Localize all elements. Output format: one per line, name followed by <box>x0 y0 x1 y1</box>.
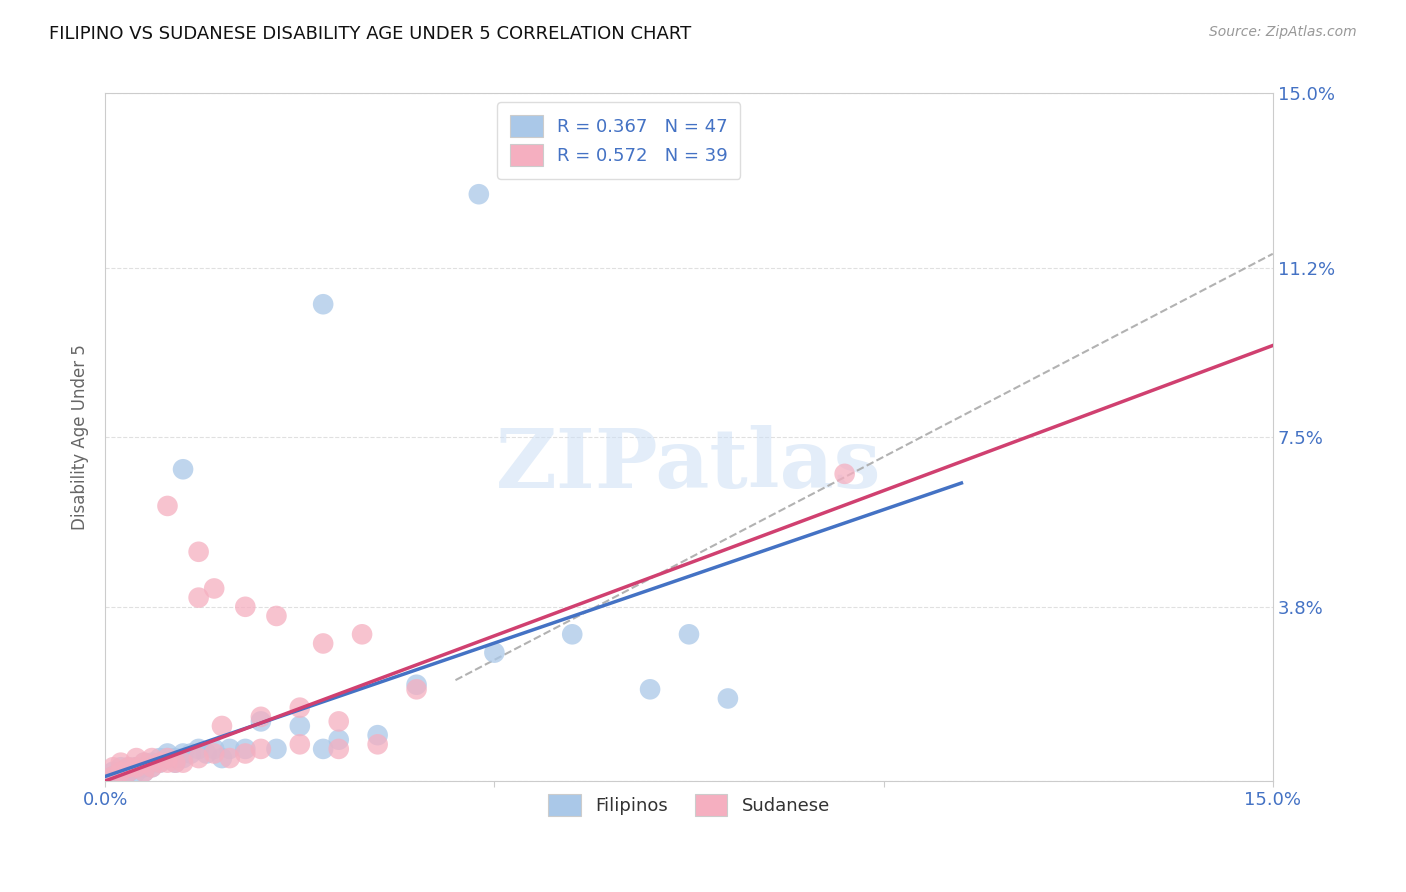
Point <box>110 756 132 770</box>
Point <box>125 760 148 774</box>
Point <box>117 760 139 774</box>
Point <box>717 691 740 706</box>
Point <box>172 462 194 476</box>
Point <box>134 756 156 770</box>
Point <box>172 751 194 765</box>
Point <box>117 764 139 779</box>
Point <box>110 764 132 779</box>
Y-axis label: Disability Age Under 5: Disability Age Under 5 <box>72 344 89 530</box>
Text: Source: ZipAtlas.com: Source: ZipAtlas.com <box>1209 25 1357 39</box>
Point <box>312 636 335 650</box>
Point <box>328 742 350 756</box>
Text: ZIPatlas: ZIPatlas <box>496 425 882 505</box>
Point <box>266 742 288 756</box>
Point <box>165 756 187 770</box>
Point <box>165 756 187 770</box>
Point <box>187 742 209 756</box>
Point <box>250 710 273 724</box>
Point <box>134 760 156 774</box>
Point <box>165 751 187 765</box>
Point <box>218 742 240 756</box>
Point <box>125 764 148 779</box>
Point <box>156 499 179 513</box>
Point <box>134 756 156 770</box>
Point <box>125 760 148 774</box>
Point <box>110 760 132 774</box>
Point <box>328 732 350 747</box>
Point <box>195 747 218 761</box>
Point <box>211 719 233 733</box>
Point <box>367 737 389 751</box>
Point <box>250 714 273 729</box>
Point <box>638 682 661 697</box>
Point <box>172 747 194 761</box>
Point <box>110 769 132 783</box>
Point <box>141 751 163 765</box>
Point <box>149 756 172 770</box>
Point <box>561 627 583 641</box>
Point <box>468 187 491 202</box>
Point <box>101 764 124 779</box>
Point <box>101 769 124 783</box>
Point <box>202 742 225 756</box>
Point <box>125 751 148 765</box>
Point <box>180 747 202 761</box>
Point <box>834 467 856 481</box>
Point <box>101 760 124 774</box>
Point <box>101 769 124 783</box>
Point <box>288 737 311 751</box>
Point <box>405 682 427 697</box>
Point <box>149 756 172 770</box>
Point <box>218 751 240 765</box>
Legend: Filipinos, Sudanese: Filipinos, Sudanese <box>541 787 837 823</box>
Point <box>367 728 389 742</box>
Point <box>117 760 139 774</box>
Point <box>202 582 225 596</box>
Point <box>156 747 179 761</box>
Point <box>266 609 288 624</box>
Point <box>141 756 163 770</box>
Point <box>288 700 311 714</box>
Point <box>250 742 273 756</box>
Point <box>134 764 156 779</box>
Point <box>117 764 139 779</box>
Point <box>156 751 179 765</box>
Point <box>134 764 156 779</box>
Point <box>117 764 139 779</box>
Point <box>328 714 350 729</box>
Point <box>125 760 148 774</box>
Point <box>312 297 335 311</box>
Point <box>233 742 256 756</box>
Point <box>312 742 335 756</box>
Point <box>187 545 209 559</box>
Point <box>187 751 209 765</box>
Point <box>484 646 506 660</box>
Point <box>156 756 179 770</box>
Point <box>202 747 225 761</box>
Point <box>141 760 163 774</box>
Point <box>288 719 311 733</box>
Point <box>233 599 256 614</box>
Point <box>187 591 209 605</box>
Point <box>172 756 194 770</box>
Point <box>211 751 233 765</box>
Point <box>141 760 163 774</box>
Point <box>405 678 427 692</box>
Point <box>101 769 124 783</box>
Point <box>352 627 374 641</box>
Point <box>678 627 700 641</box>
Point <box>110 764 132 779</box>
Point <box>156 751 179 765</box>
Point <box>149 751 172 765</box>
Point <box>233 747 256 761</box>
Text: FILIPINO VS SUDANESE DISABILITY AGE UNDER 5 CORRELATION CHART: FILIPINO VS SUDANESE DISABILITY AGE UNDE… <box>49 25 692 43</box>
